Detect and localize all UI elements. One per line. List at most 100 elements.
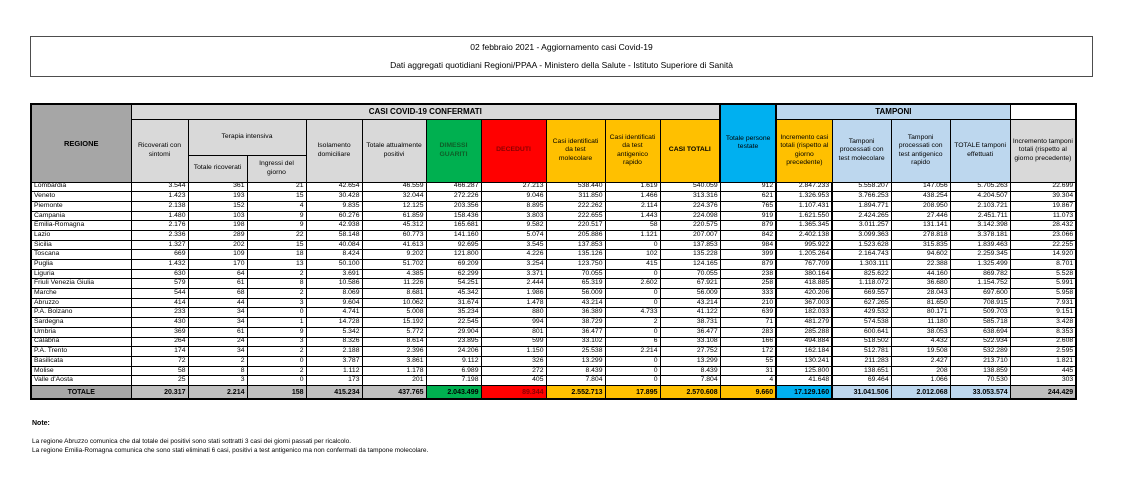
value-cell: 15 [246,239,307,251]
value-cell: 8 [246,278,307,290]
value-cell: 2 [246,346,307,357]
value-cell: 2.444 [480,278,547,290]
value-cell: 207.007 [659,229,721,241]
value-cell: 532.289 [949,346,1011,357]
value-cell: 3.254 [480,259,547,270]
table-row: Liguria 630 64 2 3.691 4.385 62.299 3.371 70.055… [30,268,1077,280]
total-value-cell: 158 [246,384,307,400]
value-cell: 33.108 [659,336,721,348]
value-cell: 125.800 [775,365,834,377]
value-cell: 2.424.265 [831,210,892,222]
total-value-cell: 415.234 [305,384,363,400]
value-cell: 2.427 [890,355,951,367]
value-cell: 198 [187,220,248,231]
value-cell: 1.365.345 [775,220,834,231]
value-cell: 5.705.263 [949,181,1011,193]
value-cell: 2 [246,365,307,377]
value-cell: 40.084 [305,239,363,251]
value-cell: 2.176 [130,220,189,231]
table-row: Toscana 669 109 18 8.424 9.202 121.800 4.226 135… [30,249,1077,260]
value-cell: 210 [719,297,777,309]
value-cell: 25 [130,375,189,386]
value-cell: 1 [246,317,307,328]
total-row: TOTALE 20.317 2.214 158 415.234 437.765 2.043.… [30,384,1077,400]
value-cell: 62.299 [425,268,482,280]
table-row: Lazio 2.336 289 22 58.148 60.773 141.160 5.074 2… [30,229,1077,241]
value-cell: 166 [719,336,777,348]
value-cell: 2.396 [361,346,427,357]
value-cell: 5.772 [361,326,427,338]
notes-section: Note: La regione Abruzzo comunica che da… [32,420,932,456]
value-cell: 285.288 [775,326,834,338]
value-cell: 544 [130,288,189,299]
value-cell: 54.251 [425,278,482,290]
column-header-persone-testate: Totale persone testate [719,103,778,183]
value-cell: 22.255 [1009,239,1077,251]
value-cell: 3.766.253 [831,191,892,202]
value-cell: 2.103.721 [949,200,1011,212]
value-cell: 669 [130,249,189,260]
value-cell: 28.432 [1009,220,1077,231]
value-cell: 41.648 [775,375,834,386]
region-name: Basilicata [30,355,132,367]
value-cell: 27.752 [659,346,721,357]
value-cell: 121.800 [425,249,482,260]
value-cell: 494.884 [775,336,834,348]
value-cell: 5.558.207 [831,181,892,193]
region-name: Veneto [30,191,132,202]
region-name: Valle d'Aosta [30,375,132,386]
value-cell: 31 [719,365,777,377]
value-cell: 399 [719,249,777,260]
value-cell: 23.895 [425,336,482,348]
value-cell: 2.114 [604,200,661,212]
value-cell: 69.209 [425,259,482,270]
value-cell: 518.502 [831,336,892,348]
value-cell: 3 [187,375,248,386]
title-line-1: 02 febbraio 2021 - Aggiornamento casi Co… [470,42,653,52]
value-cell: 45.342 [425,288,482,299]
value-cell: 201 [361,375,427,386]
value-cell: 131.141 [890,220,951,231]
table-row: Lombardia 3.544 361 21 42.654 46.559 466.287 27… [30,181,1077,193]
value-cell: 420.206 [775,288,834,299]
value-cell: 2.847.233 [775,181,834,193]
value-cell: 842 [719,229,777,241]
value-cell: 512.781 [831,346,892,357]
region-name: Liguria [30,268,132,280]
region-name: Lombardia [30,181,132,193]
value-cell: 1.839.463 [949,239,1011,251]
value-cell: 3 [246,297,307,309]
value-cell: 369 [130,326,189,338]
value-cell: 869.782 [949,268,1011,280]
value-cell: 1.478 [480,297,547,309]
value-cell: 24 [187,336,248,348]
value-cell: 60.773 [361,229,427,241]
value-cell: 429.532 [831,307,892,319]
value-cell: 418.885 [775,278,834,290]
value-cell: 1.150 [480,346,547,357]
total-value-cell: 17.129.160 [775,384,834,400]
value-cell: 3.142.398 [949,220,1011,231]
value-cell: 12.125 [361,200,427,212]
value-cell: 68 [187,288,248,299]
value-cell: 5.958 [1009,288,1077,299]
value-cell: 8.424 [305,249,363,260]
total-value-cell: 2.043.499 [425,384,482,400]
column-header-isolamento: Isolamento domiciliare [305,118,363,183]
value-cell: 2.138 [130,200,189,212]
value-cell: 3.787 [305,355,363,367]
value-cell: 14.920 [1009,249,1077,260]
value-cell: 35.234 [425,307,482,319]
value-cell: 60.276 [305,210,363,222]
value-cell: 22.388 [890,259,951,270]
value-cell: 3.371 [480,268,547,280]
value-cell: 258 [719,278,777,290]
value-cell: 172 [719,346,777,357]
value-cell: 38.053 [890,326,951,338]
value-cell: 1.154.752 [949,278,1011,290]
value-cell: 2 [604,317,661,328]
table-row: Piemonte 2.138 152 4 9.835 12.125 203.356 8.895… [30,200,1077,212]
value-cell: 4.226 [480,249,547,260]
value-cell: 1.205.264 [775,249,834,260]
total-value-cell: 33.053.574 [949,384,1011,400]
